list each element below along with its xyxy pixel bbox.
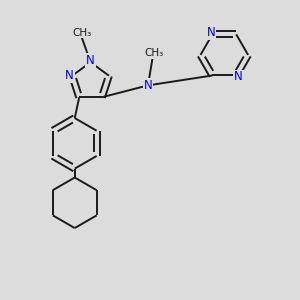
Text: N: N	[234, 70, 243, 83]
Text: N: N	[86, 54, 95, 67]
Text: N: N	[207, 26, 215, 39]
Text: N: N	[65, 69, 74, 82]
Text: N: N	[144, 79, 152, 92]
Text: CH₃: CH₃	[72, 28, 91, 38]
Text: CH₃: CH₃	[144, 48, 164, 58]
